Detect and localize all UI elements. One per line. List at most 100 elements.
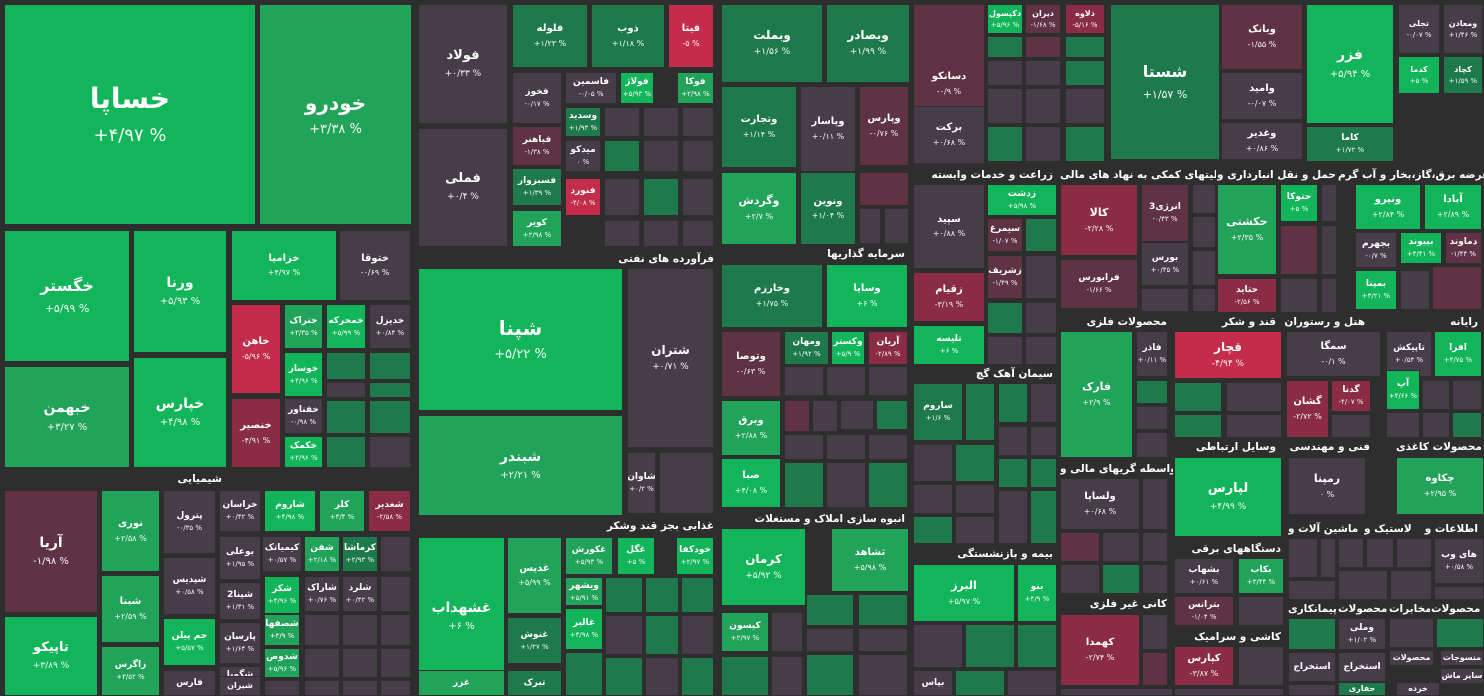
stock-tile[interactable]: وبانک -۱/۵۵ % (1221, 4, 1303, 70)
treemap-cell[interactable] (369, 400, 411, 434)
treemap-cell[interactable] (826, 462, 866, 508)
sector-header[interactable]: محصولات (1338, 602, 1388, 617)
treemap-cell[interactable] (1102, 532, 1140, 562)
treemap-cell[interactable] (987, 36, 1023, 58)
stock-tile[interactable]: زاگرس +۳/۵۲ % (101, 646, 160, 696)
treemap-cell[interactable] (342, 648, 378, 678)
treemap-cell[interactable] (369, 382, 411, 398)
stock-tile[interactable]: ساروم +۱/۶ % (913, 383, 963, 441)
stock-tile[interactable]: کالا -۲/۲۸ % (1060, 184, 1138, 256)
treemap-cell[interactable] (1030, 426, 1057, 456)
stock-tile[interactable]: فارس (163, 670, 216, 696)
sector-header[interactable]: مخابرات (1389, 602, 1430, 617)
stock-tile[interactable]: کپارس -۳/۸۷ % (1174, 646, 1234, 686)
stock-tile[interactable]: شکر +۴/۹۶ % (264, 576, 300, 614)
stock-tile[interactable]: انرژی3 -۰/۴۳ % (1141, 184, 1189, 242)
treemap-cell[interactable] (1338, 538, 1364, 568)
stock-tile[interactable]: غالبر +۴/۹۸ % (565, 608, 603, 650)
treemap-cell[interactable] (1366, 538, 1394, 568)
stock-tile[interactable]: کلر +۳/۴ % (319, 490, 365, 532)
stock-tile[interactable]: های وب +۰/۵۸ % (1434, 538, 1484, 584)
stock-tile[interactable]: بورس +۰/۳۵ % (1141, 242, 1189, 286)
stock-tile[interactable]: تبرک (507, 670, 562, 696)
sector-header[interactable]: کاشی و سرامیک (1174, 630, 1287, 645)
stock-tile[interactable]: کویر +۲/۹۸ % (512, 210, 562, 247)
stock-tile[interactable]: نوری +۲/۵۸ % (101, 490, 160, 572)
stock-tile[interactable]: غشهداب +۶ % (418, 537, 505, 696)
treemap-cell[interactable] (1436, 618, 1484, 648)
treemap-cell[interactable] (987, 336, 1023, 365)
treemap-cell[interactable] (1025, 336, 1057, 365)
stock-tile[interactable]: محصولات (1389, 650, 1434, 666)
sector-header[interactable]: پیمانکاری (1288, 602, 1337, 617)
stock-tile[interactable]: فارک +۲/۹ % (1060, 331, 1133, 458)
treemap-cell[interactable] (604, 107, 640, 137)
sector-header[interactable]: محصولات کاغذی (1396, 440, 1484, 455)
treemap-cell[interactable] (645, 657, 679, 696)
stock-tile[interactable]: وپاسار +۰/۱۱ % (800, 86, 856, 172)
treemap-cell[interactable] (998, 426, 1028, 456)
treemap-cell[interactable] (1174, 414, 1222, 438)
stock-tile[interactable]: خپارس +۴/۹۸ % (133, 357, 227, 468)
stock-tile[interactable]: کاما +۱/۷۲ % (1306, 126, 1394, 162)
stock-tile[interactable]: شاراک +۰/۷۶ % (304, 576, 340, 612)
stock-tile[interactable]: حتاید -۲/۵۶ % (1217, 278, 1277, 313)
treemap-cell[interactable] (1065, 36, 1105, 58)
stock-tile[interactable]: کهمدا -۲/۷۴ % (1060, 614, 1140, 686)
treemap-cell[interactable] (380, 680, 411, 696)
stock-tile[interactable]: شپنا2 +۱/۳۱ % (219, 582, 261, 620)
treemap-cell[interactable] (1238, 596, 1284, 626)
treemap-cell[interactable] (965, 624, 1015, 668)
stock-tile[interactable]: خزامیا +۴/۹۷ % (231, 230, 337, 301)
stock-tile[interactable]: خساپا +۴/۹۷ % (4, 4, 256, 225)
stock-tile[interactable]: بنو +۴/۹ % (1017, 564, 1057, 622)
stock-tile[interactable]: شبنا +۲/۵۹ % (101, 575, 160, 643)
stock-tile[interactable]: فیتا -۵ % (668, 4, 714, 68)
stock-tile[interactable]: فملی +۰/۴ % (418, 128, 508, 247)
stock-tile[interactable]: تاپیکو +۳/۸۹ % (4, 616, 98, 696)
treemap-cell[interactable] (1007, 670, 1057, 696)
stock-tile[interactable]: فزر +۵/۹۴ % (1306, 4, 1394, 124)
treemap-cell[interactable] (380, 536, 411, 572)
treemap-cell[interactable] (868, 434, 908, 460)
treemap-cell[interactable] (1238, 646, 1284, 686)
stock-tile[interactable]: میدکو ۰ % (565, 140, 601, 172)
stock-tile[interactable]: استخراج (1338, 652, 1386, 682)
treemap-cell[interactable] (998, 490, 1028, 544)
stock-tile[interactable]: زشریف -۱/۴۹ % (987, 255, 1023, 299)
treemap-cell[interactable] (1321, 184, 1337, 222)
stock-tile[interactable]: خبهمن +۳/۲۷ % (4, 366, 130, 468)
treemap-cell[interactable] (380, 648, 411, 678)
treemap-cell[interactable] (1280, 225, 1318, 275)
stock-tile[interactable]: جم پیلن +۵/۵۷ % (163, 618, 216, 666)
sector-header[interactable]: لاستیک و (1364, 522, 1416, 537)
sector-header[interactable]: قند و شکر (1174, 315, 1282, 330)
stock-tile[interactable]: حکشتی +۲/۳۵ % (1217, 184, 1277, 275)
sector-header[interactable]: بیمه و بازنشستگی (913, 547, 1059, 562)
sector-header[interactable]: فرآورده های نفتی (418, 252, 720, 267)
treemap-cell[interactable] (987, 126, 1023, 162)
stock-tile[interactable]: قچار -۴/۹۴ % (1174, 331, 1282, 379)
sector-header[interactable]: محصولات (1431, 602, 1484, 617)
treemap-cell[interactable] (955, 670, 1005, 696)
stock-tile[interactable]: استخراج (1288, 652, 1336, 682)
treemap-cell[interactable] (1142, 532, 1168, 562)
stock-tile[interactable]: لپارس +۴/۹۹ % (1174, 457, 1282, 537)
treemap-cell[interactable] (1065, 126, 1105, 162)
stock-tile[interactable]: وامید -۰/۰۷ % (1221, 72, 1303, 120)
treemap-cell[interactable] (681, 657, 714, 696)
treemap-cell[interactable] (1452, 380, 1482, 410)
treemap-cell[interactable] (1174, 382, 1222, 412)
treemap-cell[interactable] (643, 107, 679, 137)
stock-tile[interactable]: دیران -۱/۶۸ % (1025, 4, 1061, 34)
stock-tile[interactable]: خوساز +۴/۹۶ % (284, 352, 323, 397)
stock-tile[interactable]: زدشت +۵/۹۸ % (987, 184, 1057, 216)
sector-header[interactable]: هتل و رستوران (1283, 315, 1371, 330)
treemap-cell[interactable] (784, 462, 824, 508)
stock-tile[interactable]: وپارس -۰/۷۶ % (859, 86, 909, 166)
sector-header[interactable]: انبوه سازی املاک و مستغلات (721, 512, 911, 527)
stock-tile[interactable]: ختراک +۳/۳۵ % (284, 304, 323, 349)
treemap-cell[interactable] (812, 400, 838, 432)
stock-tile[interactable]: شصفها +۴/۹ % (264, 614, 300, 646)
treemap-cell[interactable] (1136, 432, 1168, 458)
